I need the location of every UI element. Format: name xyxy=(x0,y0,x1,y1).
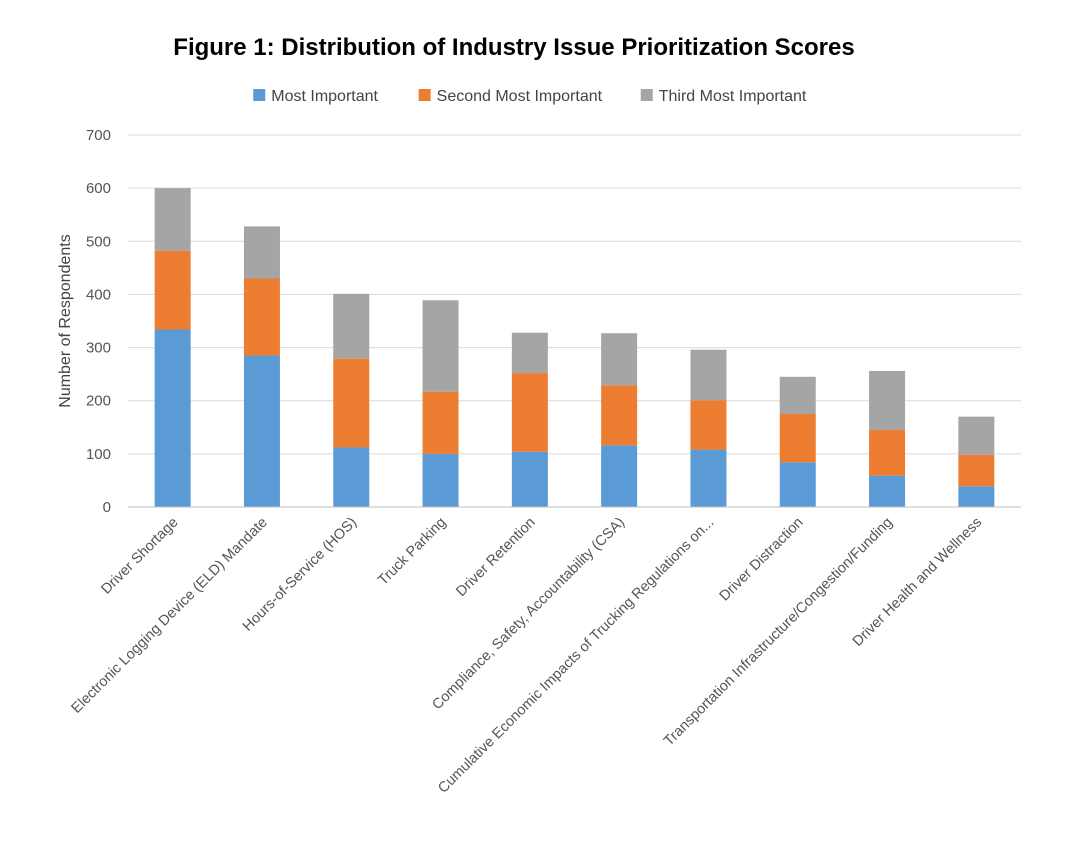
bar-third-most-important-1 xyxy=(154,188,191,251)
bar-third-most-important-9 xyxy=(869,370,906,430)
category-label: Driver Shortage xyxy=(98,515,181,598)
bar-second-most-important-6 xyxy=(601,385,638,446)
bar-second-most-important-7 xyxy=(690,400,727,450)
chart-title: Figure 1: Distribution of Industry Issue… xyxy=(173,34,855,61)
legend-swatch xyxy=(640,89,653,101)
bar-most-important-7 xyxy=(690,449,727,507)
bar-most-important-1 xyxy=(154,329,191,507)
y-tick-label: 700 xyxy=(86,127,111,144)
bar-second-most-important-1 xyxy=(154,250,191,330)
bar-third-most-important-6 xyxy=(601,333,638,386)
category-label: Driver Retention xyxy=(453,515,538,600)
legend-entry: Third Most Important xyxy=(659,88,807,105)
bar-third-most-important-5 xyxy=(511,332,548,374)
bar-third-most-important-2 xyxy=(243,226,280,279)
bar-most-important-10 xyxy=(958,486,995,507)
legend-swatch xyxy=(418,89,431,101)
legend-entry: Second Most Important xyxy=(437,88,603,105)
y-tick-label: 100 xyxy=(86,446,111,463)
bar-most-important-9 xyxy=(869,475,906,507)
bar-second-most-important-3 xyxy=(333,358,370,448)
bar-most-important-8 xyxy=(779,462,816,507)
bar-third-most-important-4 xyxy=(422,300,459,392)
y-tick-label: 600 xyxy=(86,180,111,197)
bar-third-most-important-8 xyxy=(779,376,816,414)
legend-swatch xyxy=(253,89,266,101)
bar-third-most-important-3 xyxy=(333,293,370,359)
bar-second-most-important-9 xyxy=(869,429,906,476)
legend-entry: Most Important xyxy=(271,88,378,105)
legend: Most Important Second Most Important Third… xyxy=(253,88,807,105)
y-axis-title: Number of Respondents xyxy=(57,234,74,407)
y-tick-label: 400 xyxy=(86,286,111,303)
category-label: Electronic Logging Device (ELD) Mandate xyxy=(69,515,271,717)
bar-most-important-2 xyxy=(243,355,280,507)
category-label: Truck Parking xyxy=(375,515,449,589)
bars xyxy=(154,188,995,507)
y-tick-label: 200 xyxy=(86,393,111,410)
bar-second-most-important-5 xyxy=(511,373,548,452)
y-tick-label: 500 xyxy=(86,233,111,250)
bar-second-most-important-4 xyxy=(422,391,459,454)
y-axis-ticks: 0 100 200 300 400 500 600 700 xyxy=(86,127,111,516)
category-label: Compliance, Safety, Accountability (CSA) xyxy=(429,515,628,714)
category-label: Driver Distraction xyxy=(717,515,807,605)
bar-most-important-4 xyxy=(422,453,459,507)
bar-second-most-important-10 xyxy=(958,454,995,487)
y-tick-label: 300 xyxy=(86,340,111,357)
bar-most-important-3 xyxy=(333,447,370,507)
bar-third-most-important-7 xyxy=(690,349,727,401)
bar-second-most-important-8 xyxy=(779,414,816,463)
bar-second-most-important-2 xyxy=(243,278,280,356)
bar-most-important-5 xyxy=(511,451,548,507)
bar-third-most-important-10 xyxy=(958,416,995,455)
y-tick-label: 0 xyxy=(103,499,111,516)
bar-most-important-6 xyxy=(601,445,638,507)
